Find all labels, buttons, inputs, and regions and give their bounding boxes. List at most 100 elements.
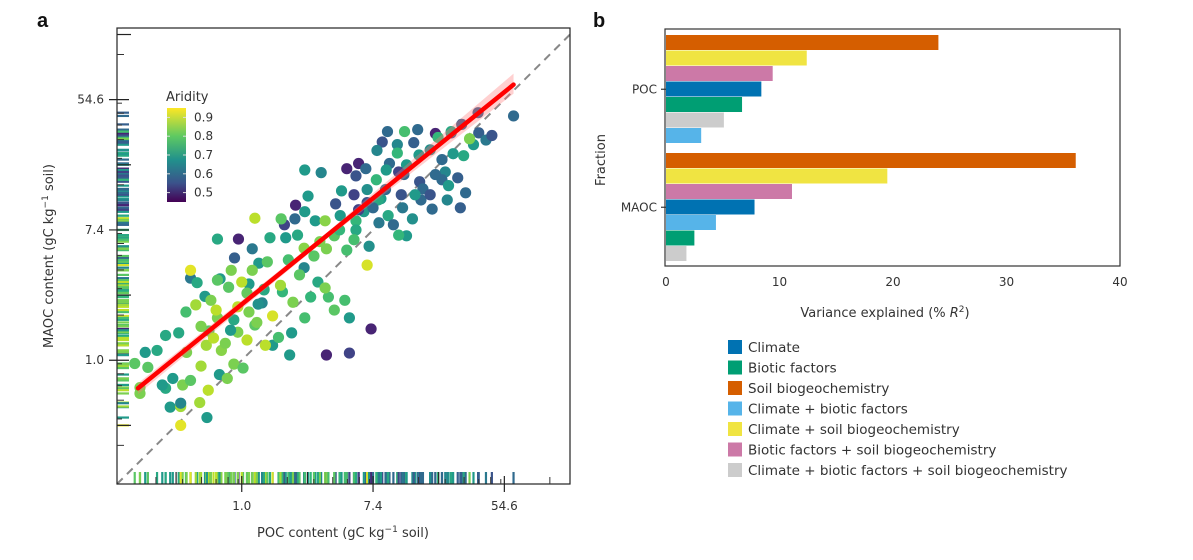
legend-b: Climate Biotic factors Soil biogeochemistr… <box>728 340 1068 479</box>
scatter-point <box>426 203 438 215</box>
colorbar-tick-label: 0.7 <box>194 148 213 162</box>
scatter-point <box>339 294 351 306</box>
scatter-point <box>272 331 285 344</box>
scatter-point <box>361 259 373 271</box>
colorbar-tick-label: 0.8 <box>194 129 213 143</box>
x-tick-label-b: 0 <box>662 275 670 289</box>
scatter-point <box>129 357 141 370</box>
scatter-point <box>280 232 292 244</box>
scatter-point <box>348 234 360 246</box>
scatter-point <box>370 174 382 186</box>
scatter-point <box>436 153 448 166</box>
x-tick-label-a: 1.0 <box>232 499 251 513</box>
scatter-point <box>200 339 212 351</box>
bar-poc <box>666 112 724 128</box>
regression-line <box>135 82 516 391</box>
legend-label: Climate + biotic factors <box>748 402 908 418</box>
scatter-point <box>473 127 485 139</box>
scatter-point <box>328 304 340 316</box>
scatter-point <box>151 344 163 357</box>
x-tick-label-a: 7.4 <box>363 499 382 513</box>
scatter-point <box>241 334 253 346</box>
legend-label: Climate + biotic factors + soil biogeoch… <box>748 463 1068 479</box>
legend-swatch <box>728 463 742 477</box>
scatter-points <box>129 107 520 431</box>
scatter-point <box>211 274 224 286</box>
scatter-point <box>315 167 327 179</box>
scatter-point <box>289 213 301 225</box>
x-axis-ticks-a: 1.0 7.4 54.6 <box>232 476 518 513</box>
scatter-point <box>237 362 249 374</box>
bar-poc <box>666 50 807 66</box>
bar-maoc <box>666 199 755 215</box>
scatter-point <box>367 202 379 214</box>
scatter-point <box>201 411 213 424</box>
scatter-point <box>184 264 197 276</box>
scatter-point <box>507 110 520 122</box>
scatter-point <box>373 217 385 229</box>
bar-poc <box>666 128 702 143</box>
scatter-point <box>291 229 304 241</box>
panel-b-letter: b <box>593 10 605 32</box>
scatter-point <box>381 125 394 138</box>
y-axis-ticks-a: 1.0 7.4 54.6 <box>77 93 129 367</box>
scatter-point <box>289 199 302 211</box>
y-tick-label-b: POC <box>632 82 657 96</box>
scatter-point <box>320 349 333 361</box>
legend-swatch <box>728 442 742 457</box>
colorbar-gradient <box>167 108 186 202</box>
legend-label: Climate + soil biogeochemistry <box>748 422 960 438</box>
scatter-point <box>139 346 151 359</box>
scatter-point <box>299 312 311 324</box>
legend-swatch <box>728 422 742 436</box>
x-tick-label-a: 54.6 <box>491 499 518 513</box>
scatter-point <box>382 210 394 222</box>
scatter-point <box>350 224 362 236</box>
x-tick-label-b: 10 <box>772 275 787 289</box>
scatter-point <box>365 323 377 335</box>
bar-maoc <box>666 168 888 184</box>
scatter-point <box>441 194 453 206</box>
scatter-point <box>322 291 334 303</box>
rug-bottom <box>133 472 515 484</box>
legend-item: Biotic factors + soil biogeochemistry <box>728 442 996 459</box>
bar-maoc <box>666 246 687 261</box>
scatter-point <box>393 229 405 241</box>
scatter-point <box>396 202 409 214</box>
scatter-point <box>447 148 459 160</box>
legend-item: Soil biogeochemistry <box>728 381 889 397</box>
scatter-point <box>309 215 321 227</box>
scatter-point <box>432 131 444 144</box>
legend-swatch <box>728 340 742 354</box>
x-tick-label-b: 40 <box>1112 275 1127 289</box>
scatter-point <box>299 164 311 176</box>
scatter-point <box>261 256 273 268</box>
scatter-point <box>376 136 388 148</box>
scatter-point <box>391 147 403 159</box>
bar-poc <box>666 81 762 97</box>
scatter-point <box>191 277 203 289</box>
x-tick-label-b: 30 <box>999 275 1014 289</box>
scatter-point <box>211 233 224 245</box>
legend-item: Climate + biotic factors + soil biogeoch… <box>728 463 1068 479</box>
scatter-point <box>380 164 392 176</box>
scatter-point <box>452 172 464 184</box>
scatter-point <box>180 306 192 318</box>
scatter-point <box>463 133 476 145</box>
legend-label: Biotic factors <box>748 361 837 377</box>
y-tick-label-b: MAOC <box>621 200 657 214</box>
scatter-point <box>305 291 317 303</box>
scatter-point <box>210 304 222 316</box>
scatter-point <box>486 129 498 142</box>
scatter-point <box>299 206 311 218</box>
scatter-point <box>308 250 320 262</box>
scatter-point <box>173 327 185 339</box>
scatter-point <box>228 252 241 264</box>
legend-item: Biotic factors <box>728 360 837 377</box>
scatter-point <box>406 213 419 225</box>
legend-swatch <box>728 401 742 416</box>
scatter-point <box>360 163 372 175</box>
scatter-point <box>350 215 362 227</box>
scatter-point <box>228 314 240 326</box>
colorbar-tick-label: 0.5 <box>194 186 213 200</box>
